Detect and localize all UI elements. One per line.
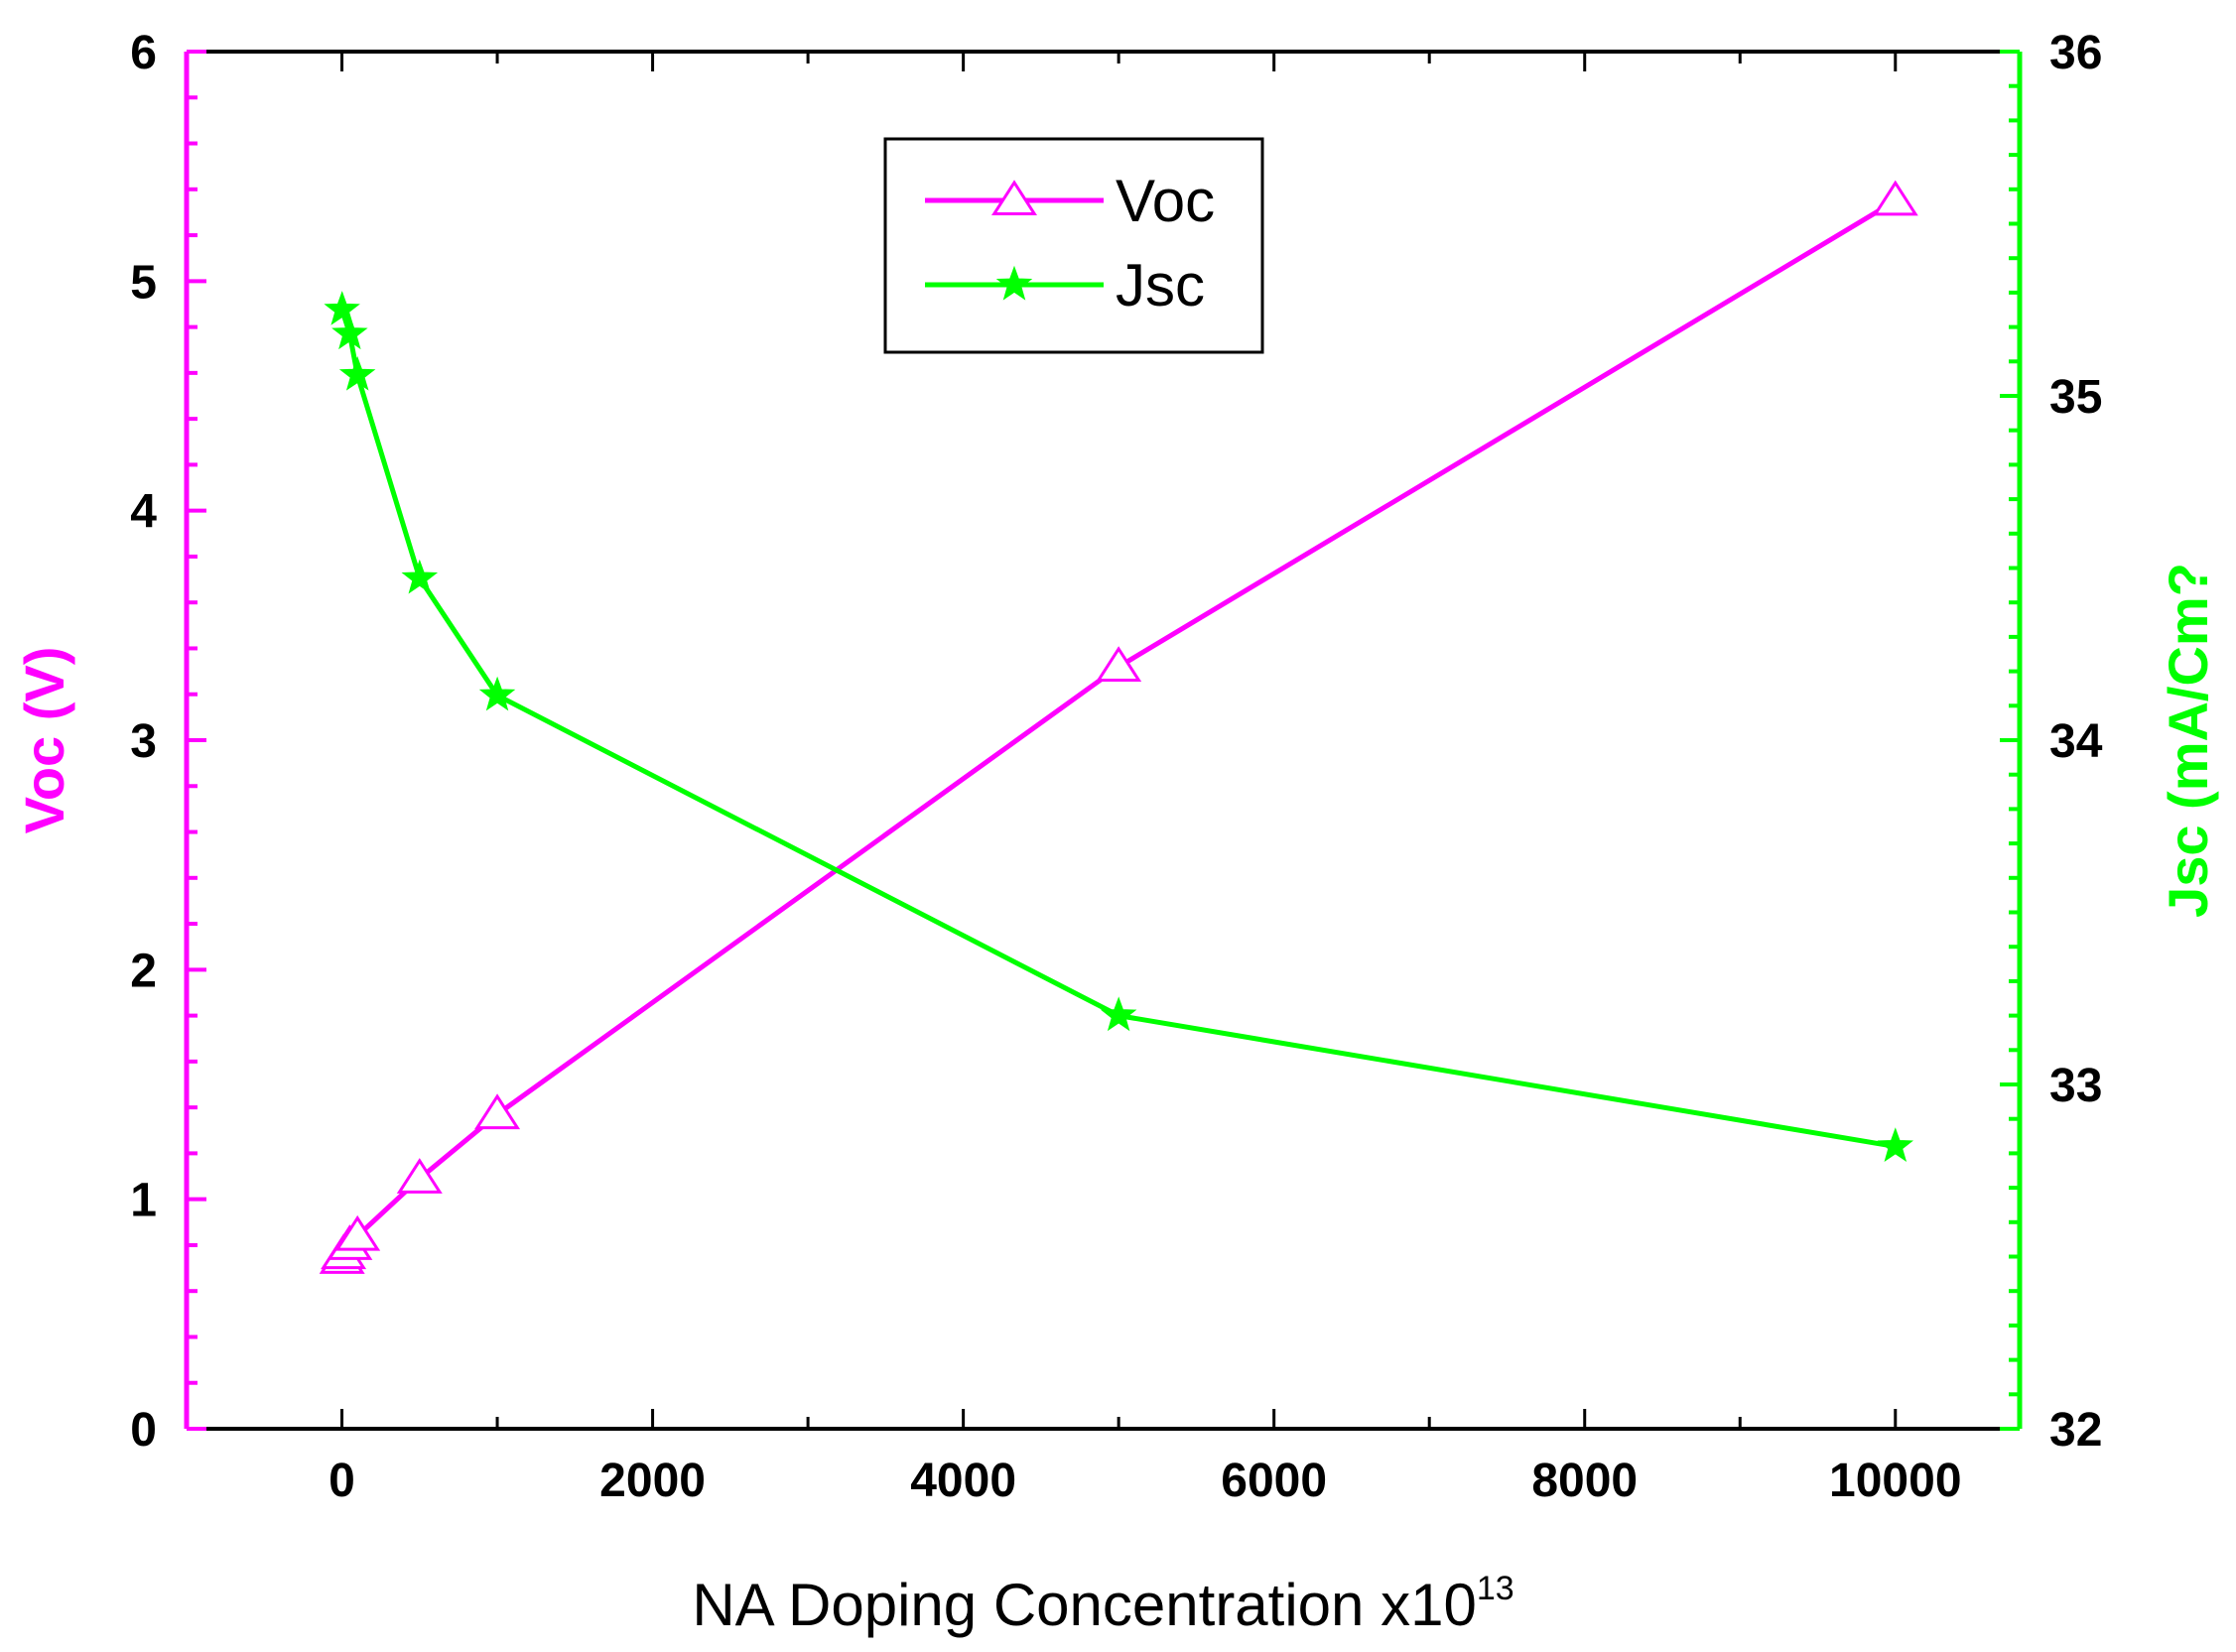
left-y-tick-label: 0 xyxy=(130,1404,157,1457)
jsc-point xyxy=(1877,1127,1913,1162)
jsc-point xyxy=(331,315,368,350)
right-y-tick-label: 33 xyxy=(2049,1060,2102,1112)
voc-point xyxy=(334,1214,381,1251)
right-y-tick-label: 35 xyxy=(2049,371,2102,424)
right-y-tick-label: 34 xyxy=(2049,715,2103,768)
left-y-tick-label: 2 xyxy=(130,945,157,997)
left-y-tick-label: 3 xyxy=(130,715,157,768)
voc-point xyxy=(396,1158,443,1194)
legend: Voc Jsc xyxy=(883,137,1264,354)
right-y-axis-title: Jsc (mA/Cm? xyxy=(2157,563,2219,918)
left-y-tick-label: 1 xyxy=(130,1175,157,1227)
voc-point xyxy=(1872,180,1918,216)
x-axis-title-text: NA Doping Concentration x10 xyxy=(692,1572,1477,1638)
voc-point xyxy=(474,1093,521,1130)
x-axis-title: NA Doping Concentration x1013 xyxy=(692,1570,1513,1638)
legend-marker-voc xyxy=(991,180,1037,215)
x-tick-label: 8000 xyxy=(1531,1455,1638,1507)
left-y-axis-title: Voc (V) xyxy=(13,647,75,834)
series-layer xyxy=(319,180,1918,1274)
left-y-tick-label: 4 xyxy=(130,486,157,539)
x-tick-label: 10000 xyxy=(1829,1455,1961,1507)
legend-box xyxy=(883,137,1264,354)
left-y-tick-label: 6 xyxy=(130,27,157,79)
x-tick-label: 0 xyxy=(329,1455,355,1507)
left-y-tick-label: 5 xyxy=(130,256,157,309)
voc-point xyxy=(1096,646,1142,682)
x-tick-label: 4000 xyxy=(910,1455,1016,1507)
legend-marker-jsc xyxy=(995,265,1033,301)
axes-layer: 0 2000 4000 6000 8000 1000001234563233343536V… xyxy=(13,27,2219,1638)
jsc-point xyxy=(1100,996,1137,1032)
right-y-tick-label: 32 xyxy=(2049,1404,2102,1457)
x-tick-label: 6000 xyxy=(1221,1455,1327,1507)
jsc-point xyxy=(478,676,516,711)
jsc-point xyxy=(338,356,376,391)
jsc-point xyxy=(324,291,360,325)
right-y-tick-label: 36 xyxy=(2049,27,2102,79)
x-axis-title-exponent: 13 xyxy=(1477,1570,1514,1607)
legend-label-jsc: Jsc xyxy=(1116,252,1205,318)
legend-label-voc: Voc xyxy=(1116,168,1215,234)
x-tick-label: 2000 xyxy=(599,1455,706,1507)
jsc-point xyxy=(401,559,439,594)
